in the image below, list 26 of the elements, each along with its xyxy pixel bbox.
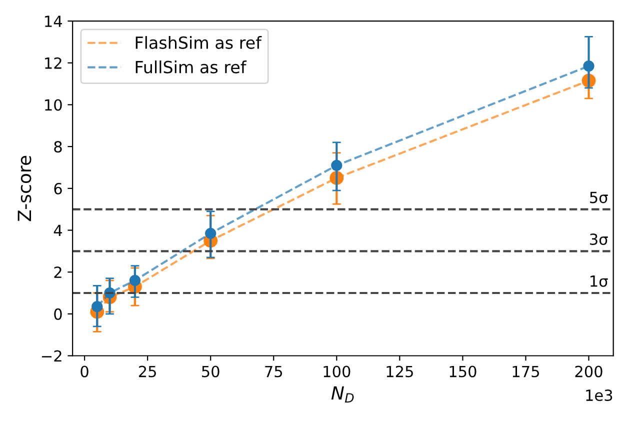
legend-label: FullSim as ref bbox=[136, 60, 247, 74]
y-tick-label: 14 bbox=[45, 16, 62, 27]
y-tick-label: 10 bbox=[45, 99, 62, 111]
y-axis-title: Z-score bbox=[18, 156, 32, 222]
x-tick-label: 150 bbox=[450, 366, 476, 378]
x-tick-label: 0 bbox=[80, 366, 88, 378]
text: 1e3 bbox=[586, 389, 612, 402]
x-tick-label: 100 bbox=[324, 366, 350, 378]
y-tick-label: 6 bbox=[54, 182, 62, 194]
ref-line-label: 3σ bbox=[590, 234, 608, 246]
y-tick-label: 4 bbox=[54, 224, 62, 236]
x-tick-label: 50 bbox=[202, 366, 220, 378]
x-tick-label: 125 bbox=[386, 366, 413, 378]
y-tick-label: 2 bbox=[54, 266, 62, 278]
x-tick-label: 200 bbox=[575, 366, 602, 378]
y-tick-label: 0 bbox=[54, 308, 62, 320]
ref-line-label: 5σ bbox=[590, 192, 608, 204]
ref-line-label: 1σ bbox=[590, 276, 608, 287]
x-tick-label: 175 bbox=[512, 366, 539, 378]
y-tick-label: 12 bbox=[45, 57, 62, 69]
x-tick-label: 75 bbox=[265, 366, 282, 378]
y-tick-label: 8 bbox=[54, 141, 62, 153]
legend-label: FlashSim as ref bbox=[136, 36, 262, 49]
x-tick-label: 25 bbox=[138, 366, 156, 378]
x-axis-title: N$_{D}$ bbox=[331, 386, 354, 402]
y-tick-label: −2 bbox=[42, 350, 62, 362]
